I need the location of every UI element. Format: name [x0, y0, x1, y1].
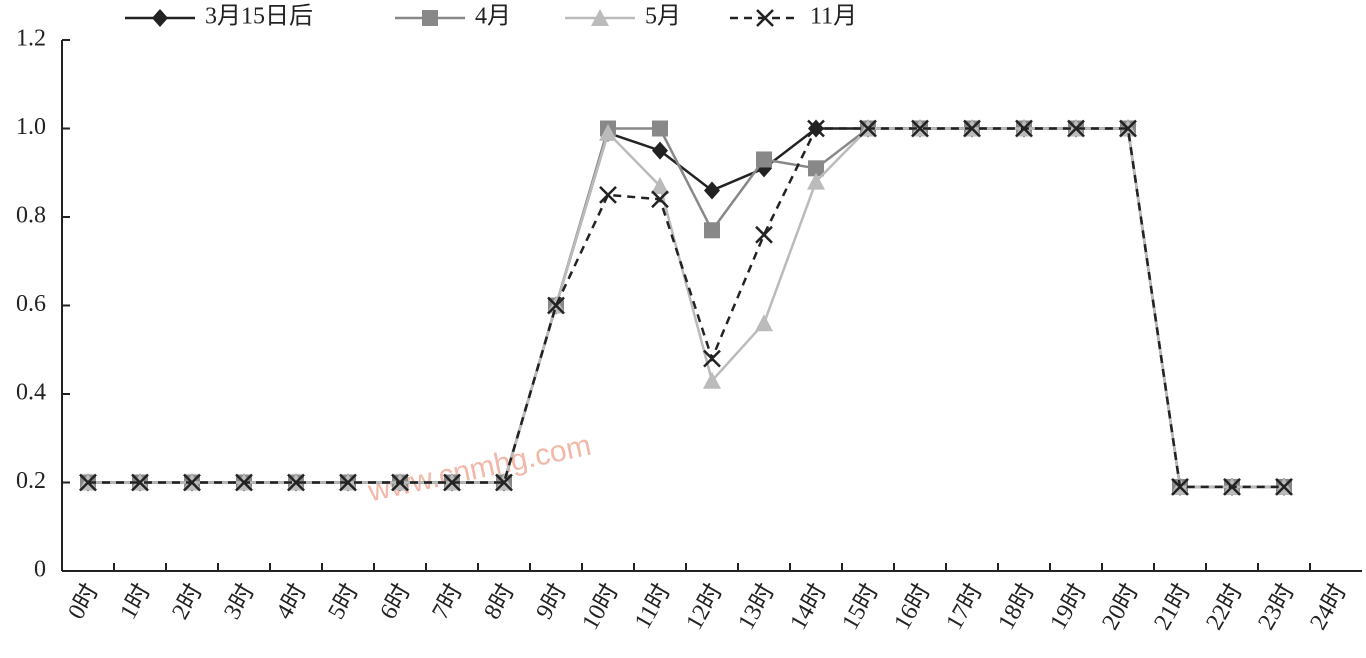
x-tick-label: 21时 [1149, 579, 1196, 634]
x-tick-label: 19时 [1045, 579, 1092, 634]
point-marker [652, 120, 668, 137]
x-tick-label: 20时 [1097, 579, 1144, 634]
point-marker [1171, 478, 1189, 496]
x-tick-label: 3时 [219, 579, 260, 624]
x-tick-label: 1时 [115, 579, 156, 624]
point-marker [963, 119, 981, 138]
x-tick-label: 5时 [323, 579, 364, 624]
x-tick-label: 9时 [531, 579, 572, 624]
legend-marker [591, 9, 609, 26]
point-marker [756, 151, 772, 168]
x-tick-label: 8时 [479, 579, 520, 624]
x-tick-label: 12时 [681, 579, 728, 634]
x-tick-label: 16时 [889, 579, 936, 634]
point-marker [808, 160, 824, 177]
y-tick-label: 0.8 [16, 203, 46, 229]
x-tick-label: 2时 [167, 579, 208, 624]
point-marker [651, 177, 669, 195]
y-tick-label: 0.6 [16, 291, 46, 317]
point-marker [599, 185, 617, 204]
legend-label: 4月 [475, 4, 511, 30]
y-tick-label: 1.2 [16, 26, 46, 52]
point-marker [547, 296, 565, 315]
legend-label: 11月 [810, 4, 857, 30]
x-tick-label: 13时 [733, 579, 780, 634]
point-marker [859, 119, 877, 138]
legend-marker [152, 9, 168, 27]
point-marker [131, 473, 149, 492]
point-marker [651, 190, 669, 209]
series-line [88, 127, 1284, 489]
point-marker [703, 371, 721, 389]
x-tick-label: 0时 [63, 579, 104, 624]
point-marker [807, 119, 825, 138]
point-marker [1275, 478, 1293, 496]
x-tick-label: 23时 [1253, 579, 1300, 634]
y-tick-label: 0 [34, 557, 46, 583]
point-marker [704, 222, 720, 239]
legend-marker [756, 9, 774, 27]
point-marker [495, 473, 513, 492]
x-tick-label: 6时 [375, 579, 416, 624]
point-marker [911, 119, 929, 138]
x-tick-label: 4时 [271, 579, 312, 624]
point-marker [183, 473, 201, 492]
series-line [88, 127, 1284, 489]
x-tick-label: 18时 [993, 579, 1040, 634]
x-tick-label: 7时 [427, 579, 468, 624]
point-marker [1223, 478, 1241, 496]
series-line [88, 127, 1284, 489]
point-marker [704, 181, 720, 200]
x-tick-label: 10时 [577, 579, 624, 634]
y-tick-label: 1.0 [16, 114, 46, 140]
x-tick-label: 24时 [1305, 579, 1352, 634]
point-marker [1015, 119, 1033, 138]
point-marker [443, 473, 461, 492]
point-marker [755, 225, 773, 244]
point-marker [287, 473, 305, 492]
point-marker [391, 473, 409, 492]
y-tick-label: 0.2 [16, 468, 46, 494]
x-tick-label: 14时 [785, 579, 832, 634]
point-marker [755, 314, 773, 332]
point-marker [599, 123, 617, 141]
legend-marker [422, 10, 438, 26]
point-marker [1067, 119, 1085, 138]
point-marker [807, 172, 825, 190]
x-tick-label: 22时 [1201, 579, 1248, 634]
point-marker [652, 141, 668, 160]
x-tick-label: 17时 [941, 579, 988, 634]
point-marker [79, 473, 97, 492]
point-marker [1119, 119, 1137, 138]
point-marker [235, 473, 253, 492]
watermark: www.cnmhg.com [364, 429, 594, 509]
legend-label: 3月15日后 [205, 3, 313, 30]
legend-label: 5月 [645, 4, 681, 30]
series-line [88, 127, 1284, 489]
point-marker [703, 349, 721, 368]
point-marker [339, 473, 357, 492]
x-tick-label: 15时 [837, 579, 884, 634]
y-tick-label: 0.4 [16, 380, 46, 406]
x-tick-label: 11时 [629, 579, 676, 633]
